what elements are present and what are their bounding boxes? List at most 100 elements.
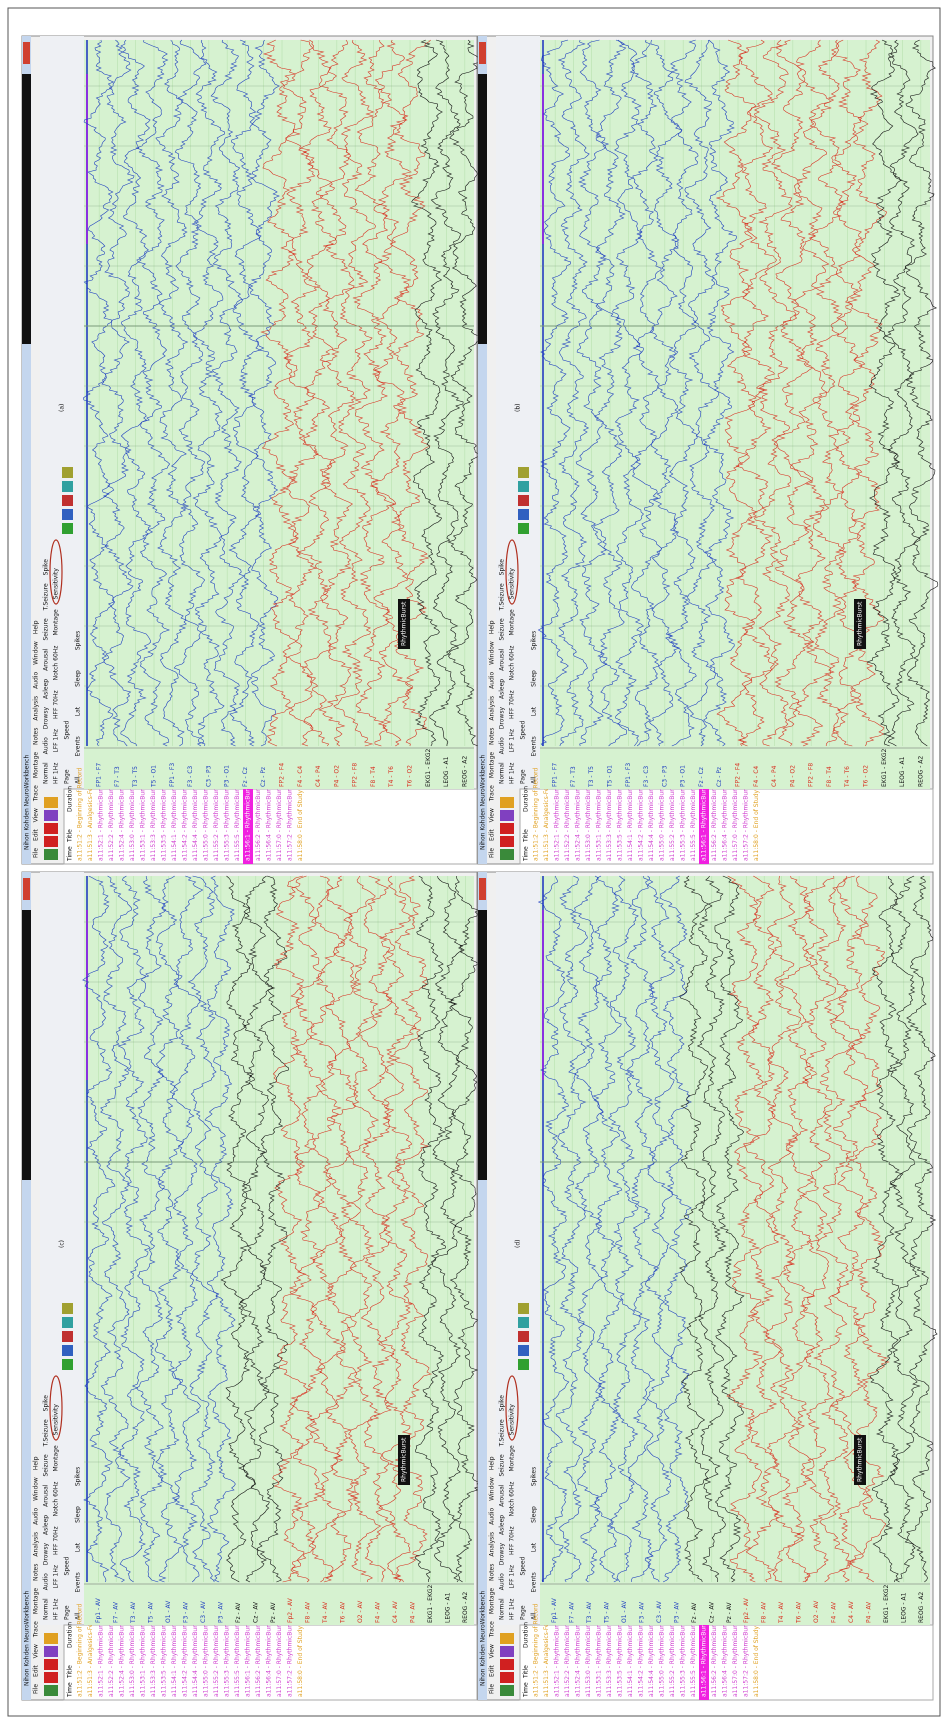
toolbar-item[interactable]: LFF 1Hz [53, 1565, 60, 1589]
event-item[interactable]: a11:55:0 - RhythmicBurst [203, 783, 210, 861]
toolbar-icon[interactable] [44, 797, 58, 808]
event-item[interactable]: a11:56:4 - RhythmicBurst [722, 783, 729, 861]
event-item[interactable]: a11:54:2 - RhythmicBurst [182, 1619, 189, 1697]
event-item[interactable]: a11:54:1 - RhythmicBurst [627, 1619, 634, 1697]
event-item[interactable]: a11:52:1 - RhythmicBurst [554, 1619, 561, 1697]
event-item[interactable]: a11:57:0 - RhythmicBurst [276, 1619, 283, 1697]
toolbar-item[interactable]: File [33, 848, 40, 858]
event-item[interactable]: a11:53:0 - RhythmicBurst [129, 783, 136, 861]
toolbar-item[interactable]: Spike [43, 559, 50, 576]
toolbar-item[interactable]: Spikes [531, 1467, 538, 1486]
toolbar-item[interactable]: Help [33, 1456, 40, 1470]
toolbar-item[interactable]: Montage [509, 609, 516, 635]
toolbar-item[interactable]: File [489, 1684, 496, 1694]
toolbar-item[interactable]: View [33, 808, 40, 822]
event-item[interactable]: a11:52:4 - RhythmicBurst [119, 1619, 126, 1697]
event-item[interactable]: a11:55:5 - RhythmicBurst [690, 783, 697, 861]
event-item[interactable]: a11:57:0 - RhythmicBurst [276, 783, 283, 861]
event-item[interactable]: a11:54:1 - RhythmicBurst [171, 1619, 178, 1697]
toolbar-icon[interactable] [62, 1359, 73, 1370]
toolbar-item[interactable]: Events [75, 736, 82, 756]
close-button[interactable] [23, 42, 30, 64]
event-item[interactable]: a11:52:4 - RhythmicBurst [575, 1619, 582, 1697]
event-item[interactable]: a11:55:3 - RhythmicBurst [680, 1619, 687, 1697]
toolbar-icon[interactable] [62, 1317, 73, 1328]
event-item[interactable]: a11:53:0 - RhythmicBurst [129, 1619, 136, 1697]
toolbar-item[interactable]: Speed [64, 1556, 71, 1575]
event-item[interactable]: a11:53:3 - RhythmicBurst [606, 783, 613, 861]
toolbar-item[interactable]: T.Seizure [499, 1419, 506, 1447]
close-button[interactable] [479, 42, 486, 64]
toolbar-icon[interactable] [62, 481, 73, 492]
toolbar-item[interactable]: Events [531, 1572, 538, 1592]
toolbar-item[interactable]: Montage [53, 609, 60, 635]
event-item[interactable]: a11:52:2 - RhythmicBurst [108, 1619, 115, 1697]
toolbar-icon[interactable] [62, 523, 73, 534]
event-item[interactable]: a11:58:0 - End of Study [753, 1625, 760, 1697]
event-item[interactable]: a11:55:0 - RhythmicBurst [203, 1619, 210, 1697]
toolbar-item[interactable]: LFF 1Hz [53, 729, 60, 753]
toolbar-item[interactable]: Analysis [33, 696, 40, 721]
event-item[interactable]: a11:53:1 - RhythmicBurst [140, 783, 147, 861]
toolbar-item[interactable]: HF 1Hz [53, 763, 60, 784]
toolbar-icon[interactable] [44, 836, 58, 847]
close-button[interactable] [23, 878, 30, 900]
event-item[interactable]: a11:54:2 - RhythmicBurst [638, 1619, 645, 1697]
event-item[interactable]: a11:54:2 - RhythmicBurst [638, 783, 645, 861]
toolbar-item[interactable]: Montage [33, 752, 40, 778]
toolbar-item[interactable]: Analysis [489, 1532, 496, 1557]
toolbar-item[interactable]: Notes [33, 728, 40, 745]
toolbar-item[interactable]: Drowsy [43, 707, 50, 730]
toolbar-item[interactable]: Sleep [75, 670, 82, 687]
toolbar-item[interactable]: Normal [499, 762, 506, 784]
toolbar-item[interactable]: Sleep [75, 1506, 82, 1523]
toolbar-item[interactable]: HFF 70Hz [53, 1526, 60, 1555]
toolbar-icon[interactable] [518, 523, 529, 534]
event-item[interactable]: a11:52:1 - RhythmicBurst [98, 783, 105, 861]
toolbar-item[interactable]: Page [64, 769, 71, 784]
toolbar-item[interactable]: View [33, 1644, 40, 1658]
toolbar-item[interactable]: HFF 70Hz [509, 690, 516, 719]
toolbar-icon[interactable] [62, 467, 73, 478]
toolbar-icon[interactable] [44, 823, 58, 834]
toolbar-item[interactable]: Audio [489, 672, 496, 689]
toolbar-icon[interactable] [62, 495, 73, 506]
toolbar-item[interactable]: Seizure [499, 618, 506, 640]
event-item[interactable]: a11:52:1 - RhythmicBurst [98, 1619, 105, 1697]
event-item[interactable]: a11:53:0 - RhythmicBurst [585, 783, 592, 861]
event-item[interactable]: a11:56:1 - RhythmicBurst [245, 783, 252, 861]
toolbar-icon[interactable] [500, 1685, 514, 1696]
toolbar-item[interactable]: View [489, 1644, 496, 1658]
toolbar-item[interactable]: Normal [499, 1598, 506, 1620]
toolbar-item[interactable]: T.Seizure [43, 583, 50, 611]
event-item[interactable]: a11:57:2 - RhythmicBurst [287, 783, 294, 861]
toolbar-item[interactable]: Events [531, 736, 538, 756]
event-item[interactable]: a11:55:2 - RhythmicBurst [669, 1619, 676, 1697]
toolbar-item[interactable]: HF 1Hz [53, 1599, 60, 1620]
toolbar-icon[interactable] [518, 1303, 529, 1314]
toolbar-item[interactable]: Lat [531, 706, 538, 716]
event-item[interactable]: a11:51:2 - Beginning of Record [533, 1604, 540, 1697]
toolbar-item[interactable]: Help [33, 620, 40, 634]
toolbar-item[interactable]: Sensitivity [509, 568, 516, 600]
event-item[interactable]: a11:55:5 - RhythmicBurst [690, 1619, 697, 1697]
toolbar-item[interactable]: Window [489, 1477, 496, 1501]
toolbar-item[interactable]: Edit [489, 829, 496, 841]
toolbar-item[interactable]: Notes [33, 1564, 40, 1581]
event-item[interactable]: a11:57:2 - RhythmicBurst [743, 783, 750, 861]
toolbar-item[interactable]: Speed [520, 1556, 527, 1575]
toolbar-item[interactable]: Page [64, 1605, 71, 1620]
toolbar-item[interactable]: Edit [489, 1665, 496, 1677]
event-item[interactable]: a11:55:2 - RhythmicBurst [213, 1619, 220, 1697]
toolbar-item[interactable]: Normal [43, 762, 50, 784]
event-item[interactable]: a11:55:5 - RhythmicBurst [234, 1619, 241, 1697]
toolbar-icon[interactable] [44, 1672, 58, 1683]
event-item[interactable]: a11:55:3 - RhythmicBurst [224, 783, 231, 861]
toolbar-item[interactable]: Normal [43, 1598, 50, 1620]
toolbar-item[interactable]: Asleep [499, 679, 506, 699]
event-item[interactable]: a11:53:1 - RhythmicBurst [140, 1619, 147, 1697]
event-item[interactable]: a11:58:0 - End of Study [297, 1625, 304, 1697]
toolbar-icon[interactable] [500, 1646, 514, 1657]
toolbar-item[interactable]: LFF 1Hz [509, 1565, 516, 1589]
toolbar-item[interactable]: Notes [489, 1564, 496, 1581]
